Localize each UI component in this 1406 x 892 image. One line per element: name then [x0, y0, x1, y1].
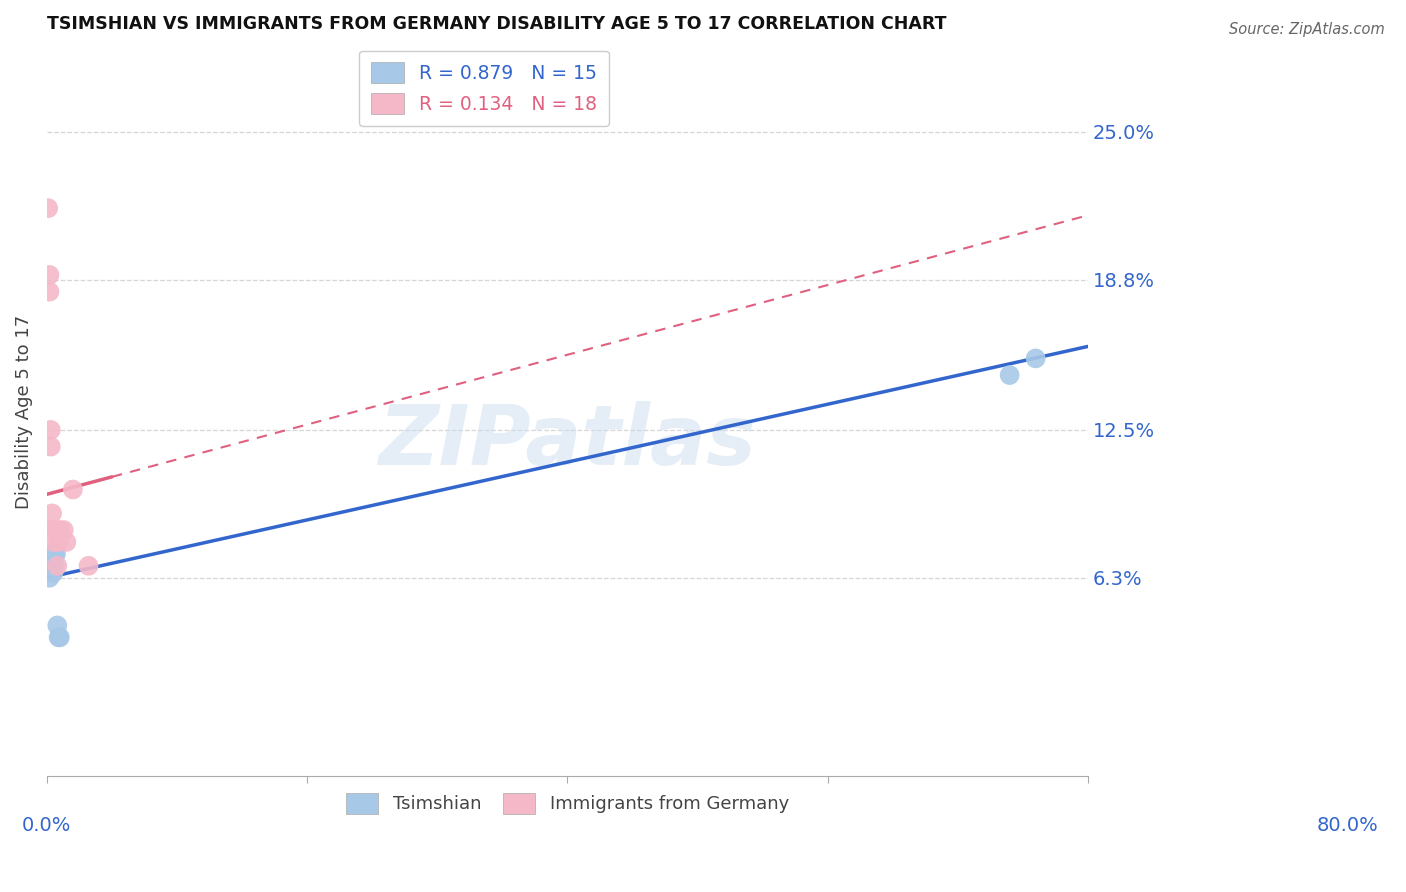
Text: ZIPatlas: ZIPatlas	[378, 401, 756, 482]
Point	[42, 535, 65, 549]
Point	[41, 523, 63, 537]
Point	[37, 558, 59, 573]
Point	[46, 618, 69, 632]
Point	[39, 440, 62, 454]
Point	[44, 523, 66, 537]
Point	[45, 547, 67, 561]
Point	[62, 483, 84, 497]
Point	[37, 201, 59, 215]
Point	[38, 571, 60, 585]
Point	[77, 558, 100, 573]
Point	[46, 558, 69, 573]
Point	[42, 566, 65, 580]
Point	[41, 547, 63, 561]
Point	[52, 523, 75, 537]
Point	[48, 631, 70, 645]
Point	[44, 547, 66, 561]
Point	[39, 547, 62, 561]
Point	[44, 558, 66, 573]
Point	[998, 368, 1021, 382]
Point	[45, 523, 67, 537]
Point	[39, 558, 62, 573]
Point	[49, 631, 72, 645]
Text: TSIMSHIAN VS IMMIGRANTS FROM GERMANY DISABILITY AGE 5 TO 17 CORRELATION CHART: TSIMSHIAN VS IMMIGRANTS FROM GERMANY DIS…	[46, 15, 946, 33]
Point	[41, 507, 63, 521]
Point	[1025, 351, 1047, 366]
Point	[39, 423, 62, 437]
Text: Source: ZipAtlas.com: Source: ZipAtlas.com	[1229, 22, 1385, 37]
Point	[41, 558, 63, 573]
Point	[42, 523, 65, 537]
Text: 0.0%: 0.0%	[22, 815, 72, 835]
Point	[38, 285, 60, 299]
Point	[38, 268, 60, 282]
Y-axis label: Disability Age 5 to 17: Disability Age 5 to 17	[15, 315, 32, 509]
Legend: Tsimshian, Immigrants from Germany: Tsimshian, Immigrants from Germany	[339, 786, 796, 822]
Text: 80.0%: 80.0%	[1317, 815, 1379, 835]
Point	[49, 523, 72, 537]
Point	[48, 535, 70, 549]
Point	[55, 535, 77, 549]
